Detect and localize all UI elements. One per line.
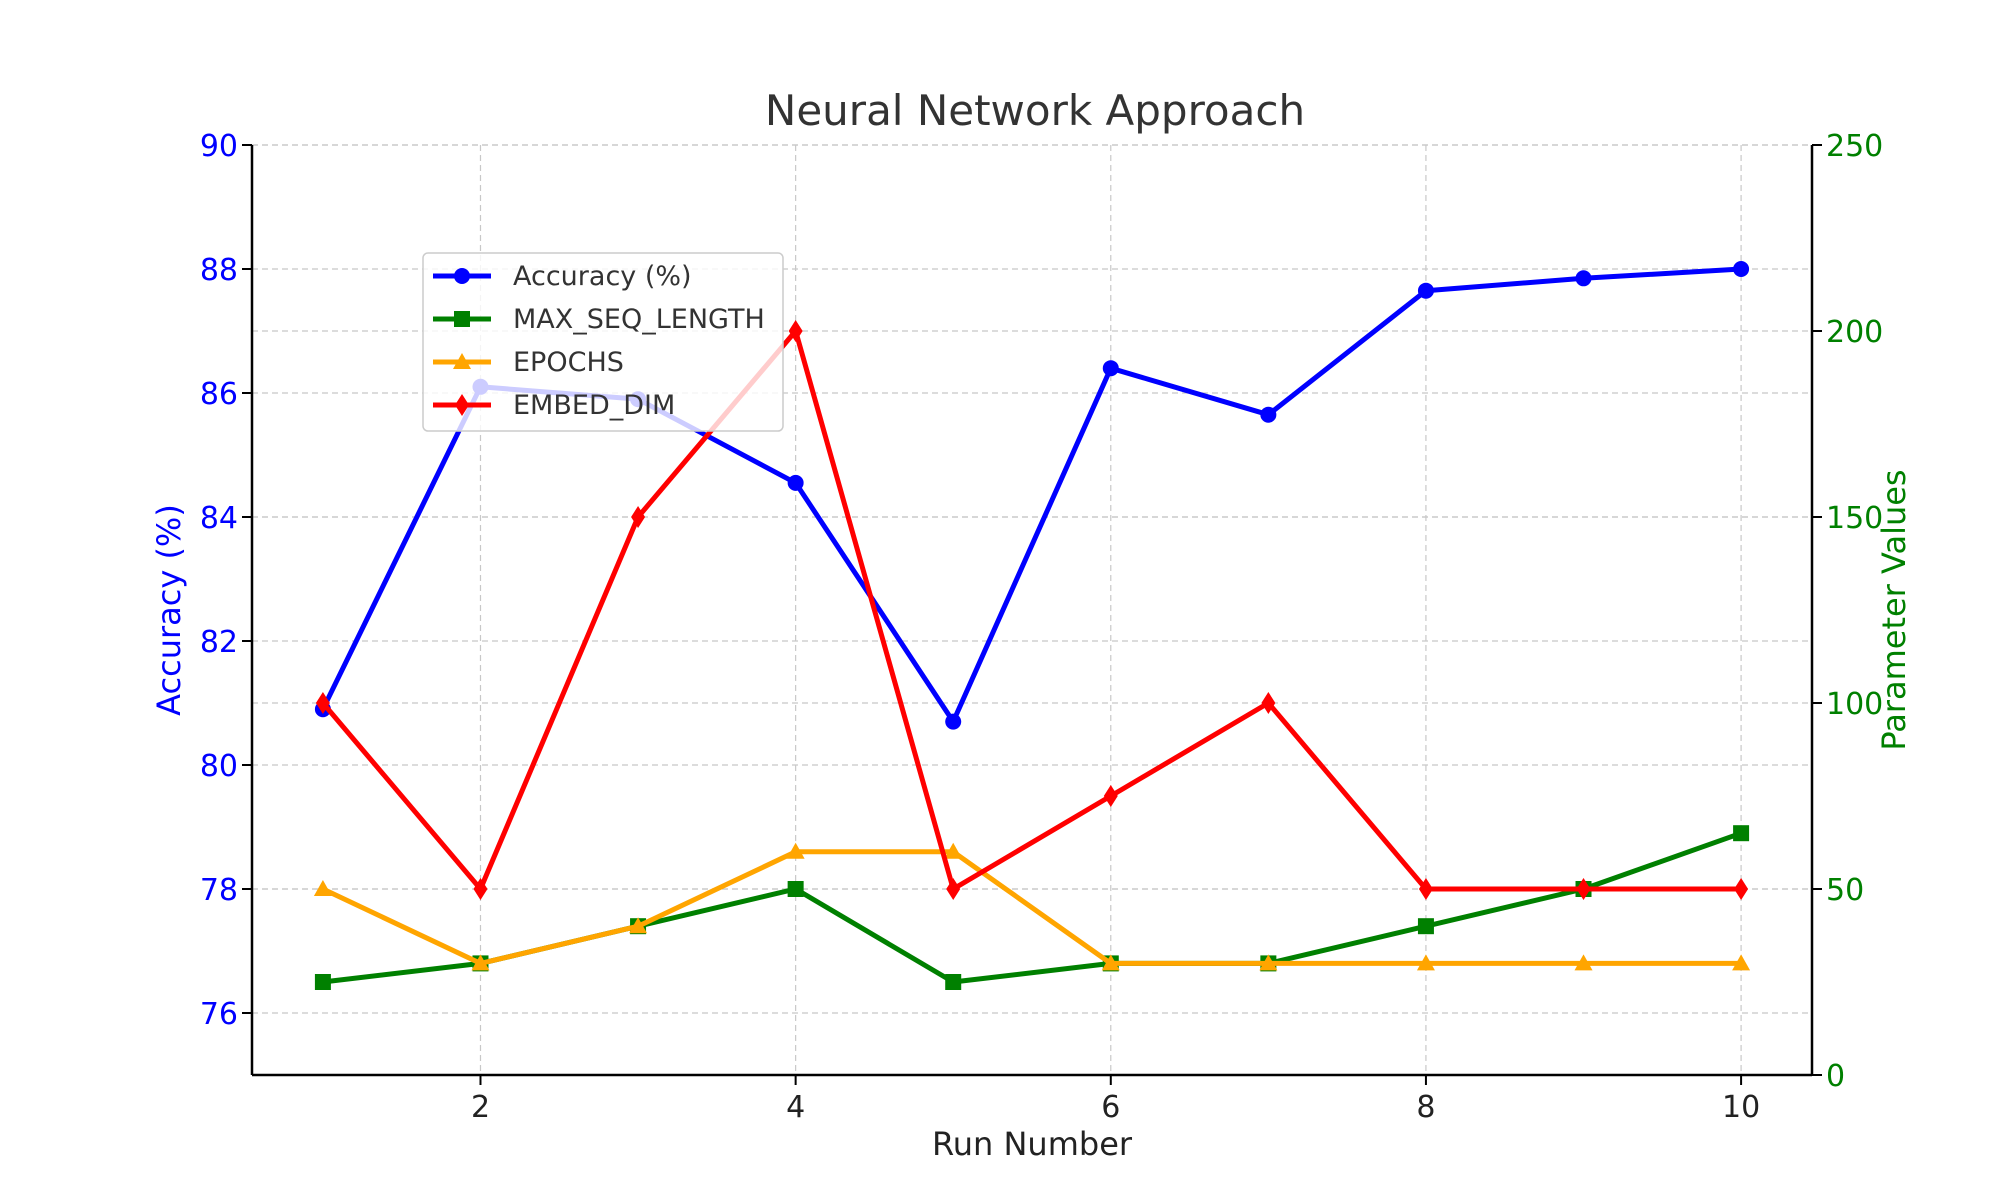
legend-label-max-seq-length: MAX_SEQ_LENGTH [513, 304, 765, 335]
tick-label-right: 100 [1826, 687, 1883, 722]
data-point-max-seq-length [314, 974, 331, 990]
bottom-ticks: 2 4 6 8 10 [471, 1075, 1760, 1125]
legend-marker-embed-dim [455, 394, 469, 416]
series-line-epochs [321, 849, 1742, 966]
legend-label-epochs: EPOCHS [513, 347, 624, 378]
tick-label-right: 250 [1826, 129, 1883, 164]
data-point-embed-dim [315, 692, 330, 714]
chart-title: Neural Network Approach [765, 86, 1305, 135]
series-embed-dim [315, 320, 1749, 900]
tick-label-left: 90 [200, 129, 238, 164]
data-point-embed-dim [1734, 878, 1749, 900]
data-point-epochs [313, 880, 332, 896]
data-point-accuracy [1417, 282, 1434, 299]
tick-label-right: 200 [1826, 315, 1883, 350]
data-point-embed-dim [1418, 878, 1433, 900]
data-point-max-seq-length [787, 881, 804, 897]
data-point-epochs [471, 954, 490, 971]
data-point-epochs [1574, 954, 1593, 971]
tick-label-left: 88 [200, 253, 238, 288]
tick-label-left: 86 [200, 377, 238, 412]
data-point-epochs [1259, 954, 1278, 971]
left-ticks: 76 78 80 82 84 86 88 90 [200, 129, 252, 1032]
data-point-epochs [629, 917, 648, 934]
tick-label-right: 0 [1826, 1059, 1845, 1094]
data-point-epochs [1732, 954, 1751, 971]
y-axis-left-label: Accuracy (%) [150, 504, 188, 716]
data-point-embed-dim [788, 320, 803, 342]
legend-marker-epochs [453, 353, 471, 369]
tick-label-bottom: 8 [1416, 1090, 1435, 1125]
data-point-accuracy [1575, 270, 1592, 287]
right-ticks: 0 50 100 150 200 250 [1812, 129, 1883, 1094]
x-axis-label: Run Number [932, 1125, 1133, 1163]
legend-marker-accuracy [454, 268, 470, 284]
data-point-epochs [786, 842, 805, 859]
y-axis-right-label: Parameter Values [1875, 469, 1913, 750]
tick-label-bottom: 4 [786, 1090, 805, 1125]
series-epochs [313, 842, 1751, 971]
data-point-epochs [944, 842, 963, 859]
legend-label-embed-dim: EMBED_DIM [513, 390, 675, 421]
axes [250, 145, 1814, 1077]
data-point-accuracy [1102, 360, 1119, 377]
data-point-accuracy [787, 474, 804, 491]
data-point-embed-dim [1103, 785, 1118, 807]
tick-label-bottom: 2 [471, 1090, 490, 1125]
tick-label-right: 50 [1826, 873, 1864, 908]
tick-label-bottom: 6 [1101, 1090, 1120, 1125]
data-point-accuracy [1260, 406, 1277, 423]
data-point-epochs [1101, 954, 1120, 971]
legend: Accuracy (%) MAX_SEQ_LENGTH EPOCHS EMBED_DI… [422, 252, 784, 432]
data-point-embed-dim [1261, 692, 1276, 714]
legend-marker-max-seq-length [454, 311, 470, 327]
legend-label-accuracy: Accuracy (%) [513, 261, 692, 292]
data-point-epochs [1416, 954, 1435, 971]
tick-label-left: 76 [200, 997, 238, 1032]
data-point-embed-dim [631, 506, 646, 528]
data-point-accuracy [1733, 261, 1750, 277]
data-point-embed-dim [473, 878, 488, 900]
data-point-embed-dim [1576, 878, 1591, 900]
legend-box [422, 252, 784, 432]
tick-label-left: 84 [200, 501, 238, 536]
series-line-embed-dim [321, 328, 1742, 892]
tick-label-left: 80 [200, 749, 238, 784]
tick-label-left: 78 [200, 873, 238, 908]
data-point-max-seq-length [1733, 825, 1750, 842]
data-point-embed-dim [946, 878, 961, 900]
data-point-accuracy [945, 713, 962, 730]
tick-label-left: 82 [200, 625, 238, 660]
data-point-max-seq-length [1417, 918, 1434, 935]
tick-label-right: 150 [1826, 501, 1883, 536]
tick-label-bottom: 10 [1722, 1090, 1760, 1125]
data-point-max-seq-length [945, 974, 962, 990]
